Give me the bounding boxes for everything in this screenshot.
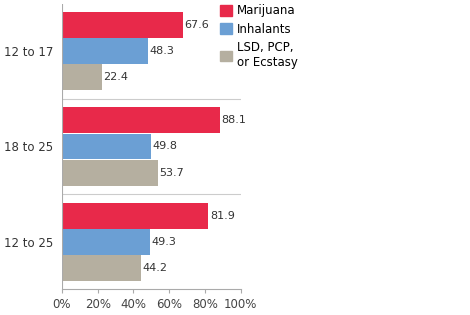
Bar [62, 255, 141, 281]
Bar [62, 229, 150, 255]
Text: 44.2: 44.2 [142, 263, 167, 273]
Text: 81.9: 81.9 [210, 210, 235, 220]
Text: 88.1: 88.1 [221, 115, 246, 125]
Bar [62, 107, 219, 133]
Bar [62, 38, 149, 64]
Text: 49.8: 49.8 [152, 141, 178, 152]
Bar [62, 12, 183, 37]
Legend: Marijuana, Inhalants, LSD, PCP,
or Ecstasy: Marijuana, Inhalants, LSD, PCP, or Ecsta… [220, 4, 298, 69]
Bar [62, 203, 209, 229]
Bar [62, 160, 158, 186]
Text: 49.3: 49.3 [151, 237, 176, 247]
Text: 48.3: 48.3 [150, 46, 175, 56]
Text: 53.7: 53.7 [159, 168, 184, 178]
Text: 22.4: 22.4 [103, 72, 128, 83]
Bar [62, 134, 151, 159]
Bar [62, 65, 102, 90]
Text: 67.6: 67.6 [184, 20, 209, 30]
